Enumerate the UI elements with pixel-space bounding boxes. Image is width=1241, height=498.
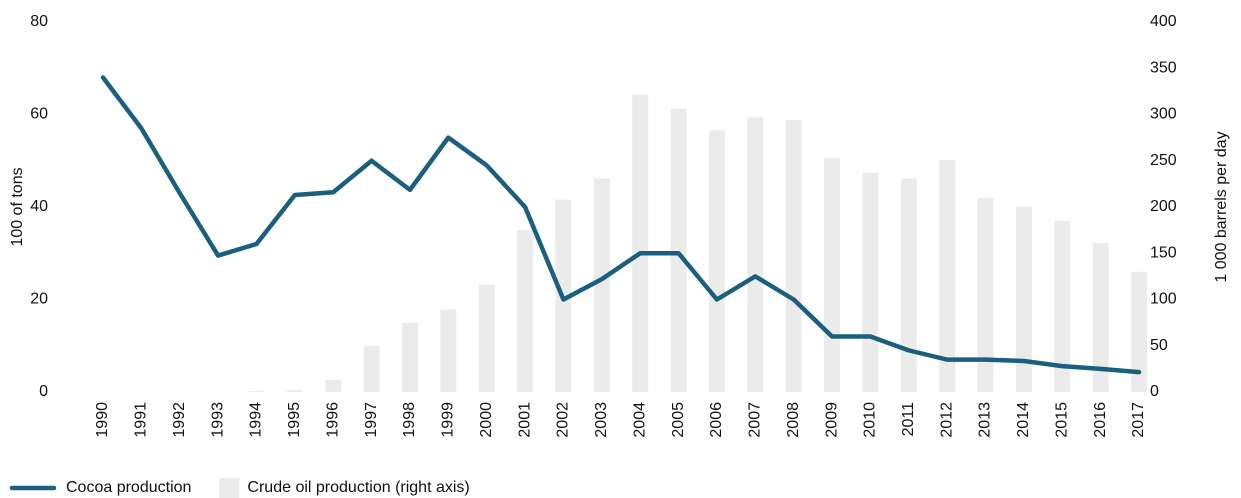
bar bbox=[708, 130, 725, 392]
y-axis-label: 100 of tons bbox=[9, 167, 26, 246]
x-tick-label: 1995 bbox=[286, 402, 303, 438]
x-tick-label: 1999 bbox=[440, 402, 457, 438]
x-tick-label: 2016 bbox=[1092, 402, 1109, 438]
y-tick-label: 20 bbox=[30, 291, 48, 308]
x-tick-label: 2017 bbox=[1130, 402, 1147, 438]
x-tick-label: 2014 bbox=[1015, 402, 1032, 438]
y2-tick-label: 0 bbox=[1150, 383, 1159, 400]
x-tick-label: 2004 bbox=[631, 402, 648, 438]
y-tick-label: 40 bbox=[30, 198, 48, 215]
y2-tick-label: 150 bbox=[1150, 244, 1177, 261]
y2-tick-label: 50 bbox=[1150, 337, 1168, 354]
bar bbox=[517, 230, 534, 392]
bar bbox=[248, 391, 265, 392]
bar bbox=[977, 197, 994, 392]
x-tick-label: 2013 bbox=[977, 402, 994, 438]
x-tick-label: 1991 bbox=[133, 402, 150, 438]
x-tick-label: 2011 bbox=[900, 402, 917, 437]
legend-label: Cocoa production bbox=[66, 479, 191, 496]
x-tick-label: 2002 bbox=[555, 402, 572, 438]
y2-tick-label: 400 bbox=[1150, 13, 1177, 30]
bar bbox=[401, 322, 418, 392]
x-tick-label: 1998 bbox=[401, 402, 418, 438]
y2-tick-label: 200 bbox=[1150, 198, 1177, 215]
x-tick-label: 1996 bbox=[324, 402, 341, 438]
bar bbox=[593, 178, 610, 392]
bar bbox=[440, 309, 457, 392]
x-tick-label: 2015 bbox=[1053, 402, 1070, 438]
y2-tick-label: 250 bbox=[1150, 152, 1177, 169]
x-tick-label: 1990 bbox=[94, 402, 111, 438]
bar bbox=[1092, 243, 1109, 392]
x-tick-label: 2007 bbox=[747, 402, 764, 438]
y2-tick-label: 350 bbox=[1150, 59, 1177, 76]
x-tick-label: 2010 bbox=[862, 402, 879, 438]
x-tick-label: 2005 bbox=[670, 402, 687, 438]
y-tick-label: 80 bbox=[30, 13, 48, 30]
bar bbox=[1054, 220, 1071, 392]
bar bbox=[1131, 271, 1147, 392]
x-tick-label: 2006 bbox=[708, 402, 725, 438]
bar bbox=[478, 284, 495, 392]
legend-swatch bbox=[219, 478, 240, 498]
x-tick-label: 1994 bbox=[248, 402, 265, 438]
y2-axis-label: 1 000 barrels per day bbox=[1213, 131, 1230, 282]
bar bbox=[824, 157, 841, 392]
bar bbox=[286, 390, 303, 392]
x-tick-label: 1992 bbox=[171, 402, 188, 438]
bar bbox=[785, 120, 802, 393]
bar bbox=[363, 345, 380, 392]
bar bbox=[862, 172, 879, 392]
bar bbox=[900, 178, 917, 392]
x-tick-label: 2000 bbox=[478, 402, 495, 438]
x-tick-label: 2012 bbox=[938, 402, 955, 438]
bar bbox=[1015, 207, 1032, 392]
x-tick-label: 1997 bbox=[363, 402, 380, 438]
x-tick-label: 2009 bbox=[823, 402, 840, 438]
bar bbox=[670, 108, 687, 392]
x-tick-label: 2001 bbox=[516, 402, 533, 438]
legend-label: Crude oil production (right axis) bbox=[247, 479, 469, 496]
x-tick-label: 1993 bbox=[209, 402, 226, 438]
bar bbox=[939, 159, 956, 392]
bar bbox=[747, 117, 764, 393]
line bbox=[100, 75, 1142, 375]
x-tick-label: 2008 bbox=[785, 402, 802, 438]
bar bbox=[632, 95, 649, 392]
bar bbox=[325, 379, 342, 392]
y2-tick-label: 300 bbox=[1150, 106, 1177, 123]
y2-tick-label: 100 bbox=[1150, 291, 1177, 308]
y-tick-label: 0 bbox=[39, 383, 48, 400]
y-tick-label: 60 bbox=[30, 106, 48, 123]
x-tick-label: 2003 bbox=[593, 402, 610, 438]
